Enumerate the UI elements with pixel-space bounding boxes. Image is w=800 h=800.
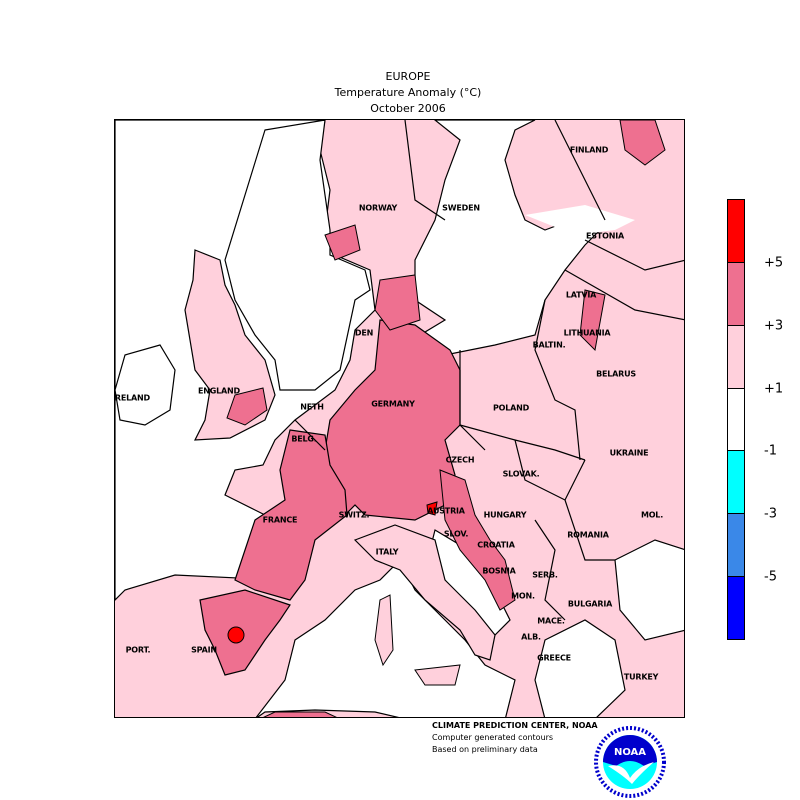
- credit-contours: Computer generated contours: [432, 733, 554, 742]
- country-label-moldova: MOL.: [640, 510, 664, 520]
- latvia-warm-spot: [579, 289, 606, 352]
- country-label-austria: AUSTRIA: [427, 506, 465, 516]
- legend-tick: -1: [764, 443, 777, 459]
- anomaly-map: FINLAND NORWAY SWEDEN ESTONIA LATVIA DEN…: [114, 119, 685, 718]
- spain-hot-spot: [227, 626, 245, 644]
- country-label-germany: GERMANY: [371, 399, 415, 409]
- legend-tick: -5: [764, 569, 777, 585]
- country-label-poland: POLAND: [492, 403, 530, 413]
- country-label-france: FRANCE: [262, 515, 298, 525]
- country-label-turkey: TURKEY: [623, 672, 659, 682]
- country-label-croatia: CROATIA: [477, 540, 515, 550]
- country-label-ireland: IRELAND: [114, 393, 150, 403]
- country-label-bulgaria: BULGARIA: [567, 599, 613, 609]
- legend-bin-lt-minus5: [727, 576, 745, 640]
- country-label-ukraine: UKRAINE: [609, 448, 649, 458]
- country-label-albania: ALB.: [521, 632, 541, 642]
- scandinavia-warm-spot: [324, 224, 361, 261]
- country-label-switzerland: SWITZ.: [338, 510, 370, 520]
- country-label-estonia: ESTONIA: [586, 231, 624, 241]
- legend-bin-3-5: [727, 262, 745, 326]
- country-label-romania: ROMANIA: [567, 530, 609, 540]
- denmark-warm-area: [374, 274, 421, 331]
- legend-bin-minus1-3: [727, 450, 745, 514]
- country-label-montenegro: MON.: [511, 591, 535, 601]
- country-label-denmark: DEN: [354, 328, 374, 338]
- country-label-serbia: SERB.: [532, 570, 558, 580]
- balkan-warm-area: [439, 469, 516, 611]
- legend-tick: +5: [764, 255, 784, 271]
- country-label-spain: SPAIN: [191, 645, 217, 655]
- map-shapes: [115, 120, 684, 717]
- legend-bin-minus3-5: [727, 513, 745, 577]
- country-label-netherlands: NETH: [300, 402, 324, 412]
- map-subtitle: Temperature Anomaly (°C): [334, 86, 482, 99]
- map-region-title: EUROPE: [385, 70, 431, 83]
- north-africa-warm: [263, 711, 337, 717]
- corsica-sardinia: [374, 594, 394, 667]
- country-label-czech: CZECH: [445, 455, 475, 465]
- aegean-sea: [534, 619, 626, 717]
- country-label-finland: FINLAND: [569, 145, 609, 155]
- england-warm-area: [226, 387, 268, 426]
- baltic-sea: [394, 120, 607, 356]
- finland-dark-spot: [619, 120, 666, 166]
- country-label-sweden: SWEDEN: [442, 203, 480, 213]
- country-label-england: ENGLAND: [198, 386, 240, 396]
- country-label-slovakia: SLOVAK.: [502, 469, 540, 479]
- credit-preliminary: Based on preliminary data: [432, 745, 538, 754]
- country-label-portugal: PORT.: [125, 645, 151, 655]
- country-label-hungary: HUNGARY: [483, 510, 527, 520]
- country-label-lithuania: LITHUANIA: [563, 328, 611, 338]
- country-borders: [294, 120, 684, 621]
- legend-tick: +3: [764, 318, 784, 334]
- legend-tick: -3: [764, 506, 777, 522]
- ireland: [115, 344, 176, 426]
- svg-text:NOAA: NOAA: [614, 747, 646, 758]
- legend-bin-1-3: [727, 325, 745, 389]
- country-label-bosnia: BOSNIA: [482, 566, 516, 576]
- north-sea: [224, 120, 371, 391]
- country-label-latvia: LATVIA: [565, 290, 597, 300]
- country-label-belarus: BELARUS: [596, 369, 636, 379]
- country-label-macedonia: MACE.: [537, 616, 565, 626]
- france-warm-area: [234, 429, 348, 601]
- country-label-norway: NORWAY: [358, 203, 398, 213]
- country-label-kaliningrad: BALTIN.: [532, 340, 566, 350]
- noaa-logo: NOAA: [594, 726, 666, 798]
- gulf-of-finland: [525, 205, 635, 235]
- country-label-greece: GREECE: [537, 653, 571, 663]
- country-label-slovenia: SLOV.: [443, 529, 469, 539]
- credit-source: CLIMATE PREDICTION CENTER, NOAA: [432, 721, 598, 730]
- country-label-italy: ITALY: [375, 547, 399, 557]
- italy: [353, 524, 496, 661]
- austria-hot-spot: [426, 501, 438, 516]
- black-sea: [614, 539, 684, 641]
- sicily: [414, 664, 461, 686]
- map-period: October 2006: [370, 102, 446, 115]
- spain-warm-area: [199, 589, 291, 676]
- legend-bin-gt5: [727, 199, 745, 263]
- legend-bin-neutral: [727, 388, 745, 451]
- legend-tick: +1: [764, 381, 784, 397]
- country-label-belgium: BELG.: [291, 434, 317, 444]
